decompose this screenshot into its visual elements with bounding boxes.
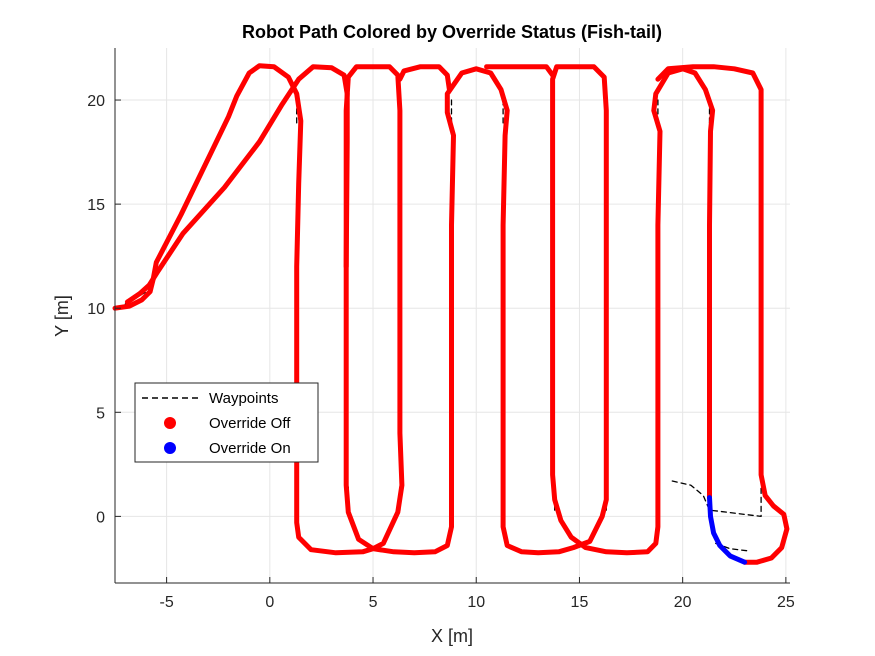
legend-override-off-swatch	[164, 417, 176, 429]
legend: Waypoints Override Off Override On	[134, 382, 319, 463]
legend-waypoints-label: Waypoints	[209, 390, 278, 407]
axes: -5 0 5 10 15 20 25 0 5 10 15 20	[87, 48, 795, 611]
x-tick-label: 25	[777, 594, 795, 611]
override-on-segment	[707, 495, 748, 565]
override-off-segment	[112, 63, 716, 556]
x-tick-label: 15	[571, 594, 589, 611]
waypoint-segment	[671, 480, 762, 518]
legend-override-off-label: Override Off	[209, 415, 291, 432]
y-axis-label: Y [m]	[52, 295, 72, 337]
override-off-segment	[397, 64, 452, 93]
x-tick-label: 20	[674, 594, 692, 611]
x-axis-label: X [m]	[431, 626, 473, 646]
x-tick-label: 0	[265, 594, 274, 611]
x-tick-label: -5	[159, 594, 173, 611]
override-off-segment	[124, 64, 350, 305]
override-off-segment	[484, 64, 556, 78]
override-off-segment	[655, 64, 790, 565]
legend-override-on-label: Override On	[209, 440, 291, 457]
y-tick-label: 0	[96, 509, 105, 526]
legend-override-on-swatch	[164, 442, 176, 454]
y-tick-label: 20	[87, 93, 105, 110]
y-tick-label: 15	[87, 197, 105, 214]
chart-title: Robot Path Colored by Override Status (F…	[242, 22, 662, 42]
series-layer	[112, 63, 790, 565]
y-tick-label: 5	[96, 405, 105, 422]
y-tick-label: 10	[87, 301, 105, 318]
x-tick-label: 10	[467, 594, 485, 611]
x-tick-label: 5	[369, 594, 378, 611]
